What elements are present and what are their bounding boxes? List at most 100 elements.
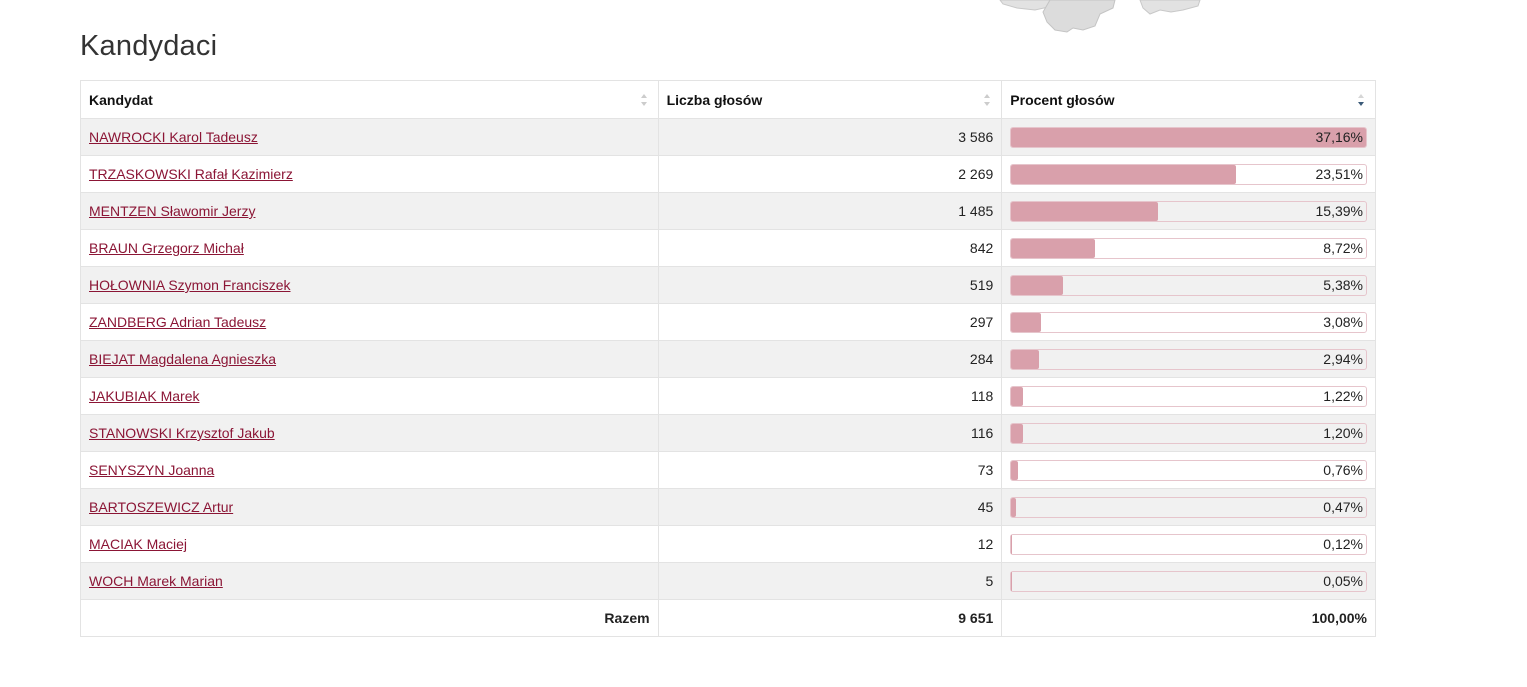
- sort-both-icon: [640, 94, 647, 106]
- table-row: MACIAK Maciej 12 0,12%: [80, 525, 1376, 563]
- percent-cell: 37,16%: [1001, 118, 1376, 156]
- candidate-cell: STANOWSKI Krzysztof Jakub: [80, 414, 659, 452]
- total-label: Razem: [80, 599, 659, 637]
- candidate-cell: TRZASKOWSKI Rafał Kazimierz: [80, 155, 659, 193]
- percent-value: 5,38%: [1323, 276, 1363, 293]
- table-footer-row: Razem 9 651 100,00%: [80, 599, 1376, 637]
- votes-cell: 5: [657, 562, 1003, 600]
- candidate-link[interactable]: SENYSZYN Joanna: [89, 462, 215, 478]
- column-header-candidate[interactable]: Kandydat: [80, 80, 659, 119]
- candidate-cell: JAKUBIAK Marek: [80, 377, 659, 415]
- candidate-link[interactable]: HOŁOWNIA Szymon Franciszek: [89, 277, 291, 293]
- candidate-link[interactable]: BIEJAT Magdalena Agnieszka: [89, 351, 277, 367]
- table-row: JAKUBIAK Marek 118 1,22%: [80, 377, 1376, 415]
- votes-cell: 45: [657, 488, 1003, 526]
- table-row: STANOWSKI Krzysztof Jakub 116 1,20%: [80, 414, 1376, 452]
- percent-cell: 15,39%: [1001, 192, 1376, 230]
- votes-cell: 842: [657, 229, 1003, 267]
- percent-value: 1,22%: [1323, 387, 1363, 404]
- candidate-link[interactable]: TRZASKOWSKI Rafał Kazimierz: [89, 166, 293, 182]
- candidate-link[interactable]: WOCH Marek Marian: [89, 573, 223, 589]
- candidate-link[interactable]: MENTZEN Sławomir Jerzy: [89, 203, 256, 219]
- votes-cell: 297: [657, 303, 1003, 341]
- percent-cell: 0,05%: [1001, 562, 1376, 600]
- percent-bar: 37,16%: [1010, 126, 1367, 148]
- percent-bar-fill: [1011, 534, 1013, 554]
- percent-bar-fill: [1011, 164, 1236, 184]
- map-fragment-graphic: [999, 0, 1201, 33]
- percent-bar: 3,08%: [1010, 311, 1367, 333]
- candidate-cell: ZANDBERG Adrian Tadeusz: [80, 303, 659, 341]
- table-header-row: Kandydat Liczba głosów Procent głosów: [80, 80, 1376, 119]
- candidate-link[interactable]: BRAUN Grzegorz Michał: [89, 240, 244, 256]
- candidate-link[interactable]: MACIAK Maciej: [89, 536, 188, 552]
- percent-cell: 1,22%: [1001, 377, 1376, 415]
- candidate-cell: NAWROCKI Karol Tadeusz: [80, 118, 659, 156]
- total-votes: 9 651: [657, 599, 1003, 637]
- percent-value: 23,51%: [1315, 165, 1363, 182]
- votes-cell: 118: [657, 377, 1003, 415]
- candidates-table: Kandydat Liczba głosów Procent głosów: [80, 80, 1376, 637]
- percent-bar: 23,51%: [1010, 163, 1367, 185]
- column-header-percent[interactable]: Procent głosów: [1001, 80, 1376, 119]
- table-row: HOŁOWNIA Szymon Franciszek 519 5,38%: [80, 266, 1376, 304]
- percent-bar: 15,39%: [1010, 200, 1367, 222]
- candidate-cell: MENTZEN Sławomir Jerzy: [80, 192, 659, 230]
- percent-cell: 8,72%: [1001, 229, 1376, 267]
- table-row: SENYSZYN Joanna 73 0,76%: [80, 451, 1376, 489]
- votes-cell: 1 485: [657, 192, 1003, 230]
- percent-cell: 1,20%: [1001, 414, 1376, 452]
- section-title: Kandydaci: [80, 30, 218, 62]
- candidate-cell: BIEJAT Magdalena Agnieszka: [80, 340, 659, 378]
- table-row: TRZASKOWSKI Rafał Kazimierz 2 269 23,51%: [80, 155, 1376, 193]
- votes-cell: 12: [657, 525, 1003, 563]
- candidate-cell: HOŁOWNIA Szymon Franciszek: [80, 266, 659, 304]
- column-header-votes-label: Liczba głosów: [666, 91, 763, 108]
- percent-bar: 0,47%: [1010, 496, 1367, 518]
- percent-cell: 0,47%: [1001, 488, 1376, 526]
- table-row: BIEJAT Magdalena Agnieszka 284 2,94%: [80, 340, 1376, 378]
- votes-cell: 284: [657, 340, 1003, 378]
- percent-value: 0,05%: [1323, 572, 1363, 589]
- votes-cell: 73: [657, 451, 1003, 489]
- candidate-link[interactable]: JAKUBIAK Marek: [89, 388, 200, 404]
- candidate-cell: BRAUN Grzegorz Michał: [80, 229, 659, 267]
- percent-bar: 8,72%: [1010, 237, 1367, 259]
- percent-value: 3,08%: [1323, 313, 1363, 330]
- column-header-votes[interactable]: Liczba głosów: [657, 80, 1003, 119]
- percent-bar: 2,94%: [1010, 348, 1367, 370]
- candidate-link[interactable]: NAWROCKI Karol Tadeusz: [89, 129, 258, 145]
- candidate-cell: MACIAK Maciej: [80, 525, 659, 563]
- candidate-link[interactable]: BARTOSZEWICZ Artur: [89, 499, 234, 515]
- percent-cell: 0,76%: [1001, 451, 1376, 489]
- candidate-cell: BARTOSZEWICZ Artur: [80, 488, 659, 526]
- sort-desc-icon: [1358, 94, 1364, 106]
- candidate-link[interactable]: ZANDBERG Adrian Tadeusz: [89, 314, 267, 330]
- column-header-percent-label: Procent głosów: [1010, 91, 1115, 108]
- percent-bar-fill: [1011, 312, 1041, 332]
- percent-cell: 5,38%: [1001, 266, 1376, 304]
- votes-cell: 116: [657, 414, 1003, 452]
- candidate-link[interactable]: STANOWSKI Krzysztof Jakub: [89, 425, 275, 441]
- percent-bar-fill: [1011, 127, 1366, 147]
- percent-bar: 0,05%: [1010, 570, 1367, 592]
- percent-value: 1,20%: [1323, 424, 1363, 441]
- percent-bar-fill: [1011, 460, 1019, 480]
- percent-cell: 0,12%: [1001, 525, 1376, 563]
- percent-bar-fill: [1011, 349, 1040, 369]
- sort-both-icon: [984, 94, 991, 106]
- percent-bar-fill: [1011, 497, 1016, 517]
- total-percent: 100,00%: [1001, 599, 1376, 637]
- table-row: BRAUN Grzegorz Michał 842 8,72%: [80, 229, 1376, 267]
- percent-value: 0,76%: [1323, 461, 1363, 478]
- percent-cell: 2,94%: [1001, 340, 1376, 378]
- percent-bar-fill: [1011, 386, 1023, 406]
- percent-bar: 5,38%: [1010, 274, 1367, 296]
- candidate-cell: SENYSZYN Joanna: [80, 451, 659, 489]
- table-row: ZANDBERG Adrian Tadeusz 297 3,08%: [80, 303, 1376, 341]
- percent-value: 37,16%: [1315, 128, 1363, 145]
- column-header-candidate-label: Kandydat: [89, 91, 153, 108]
- percent-value: 0,12%: [1323, 535, 1363, 552]
- percent-bar: 1,22%: [1010, 385, 1367, 407]
